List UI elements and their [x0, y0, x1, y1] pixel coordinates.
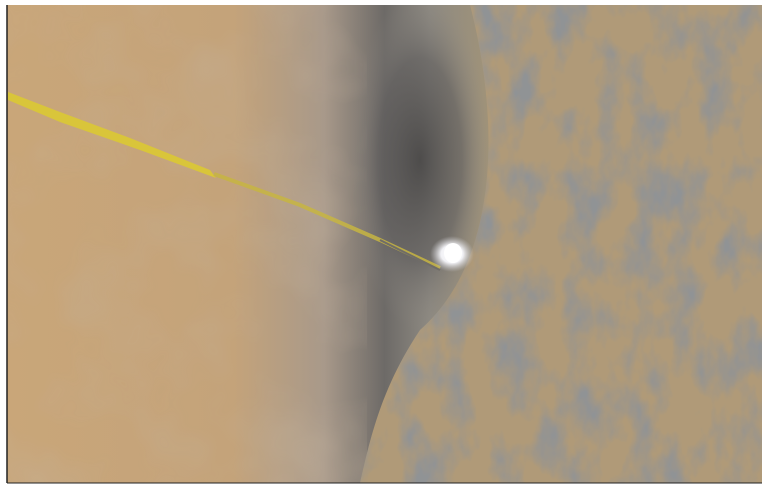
crevice-shadow: [350, 5, 490, 330]
image-area: [7, 5, 762, 483]
sandy-wall-texture: [7, 5, 367, 483]
cable: [379, 239, 441, 271]
measuring-tape: [8, 92, 216, 178]
light-source: [444, 243, 462, 263]
